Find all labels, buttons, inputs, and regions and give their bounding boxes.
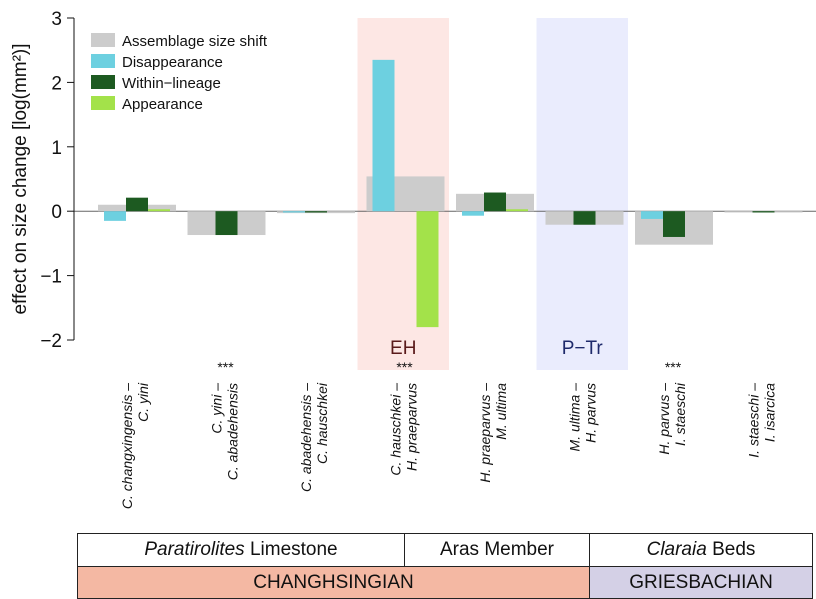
bar-withinlineage-4: [484, 192, 506, 212]
legend-swatch-2: [91, 75, 115, 89]
category-label-6-line1: H. parvus –: [656, 383, 672, 455]
stage-griesbachian-label: GRIESBACHIAN: [629, 571, 773, 593]
category-label-1-line2: C. abadehensis: [225, 383, 241, 480]
category-label-7-line2: I. isarcica: [762, 383, 778, 442]
bar-disappearance-3: [372, 59, 395, 212]
legend-swatch-0: [91, 33, 115, 47]
unit-aras-label: Aras Member: [439, 539, 555, 560]
significance-marker-1: ***: [396, 359, 413, 375]
bar-withinlineage-5: [573, 211, 596, 225]
y-axis-label: effect on size change [log(mm²)]: [10, 43, 31, 314]
significance-marker-0: ***: [217, 359, 234, 375]
highlight-label-0: EH: [390, 338, 416, 359]
legend-label-1: Disappearance: [122, 54, 223, 71]
bar-disappearance-6: [641, 211, 663, 219]
significance-marker-2: ***: [665, 359, 682, 375]
legend-swatch-1: [91, 54, 115, 68]
bar-disappearance-0: [104, 211, 126, 221]
bar-withinlineage-7: [752, 211, 775, 213]
unit-aras-member: Aras Member: [404, 533, 590, 567]
y-tick-label-3: 1: [51, 138, 62, 159]
legend-label-3: Appearance: [122, 96, 203, 113]
y-tick-label-0: −2: [40, 331, 62, 352]
category-label-3-line1: C. hauschkei –: [388, 383, 404, 476]
bar-appearance-4: [506, 209, 528, 212]
category-label-2-line2: C. hauschkei: [314, 382, 330, 464]
legend-swatch-3: [91, 96, 115, 110]
legend-label-2: Within−lineage: [122, 75, 221, 92]
bar-withinlineage-1: [215, 211, 238, 236]
highlight-label-1: P−Tr: [562, 338, 604, 359]
y-tick-label-5: 3: [51, 9, 62, 30]
category-label-0-line1: C. changxingensis –: [119, 383, 135, 509]
stage-griesbachian: GRIESBACHIAN: [589, 566, 813, 599]
category-label-1-line1: C. yini –: [209, 383, 225, 434]
y-tick-label-2: 0: [51, 202, 62, 223]
category-label-5-line2: H. parvus: [583, 383, 599, 443]
bar-withinlineage-6: [663, 211, 685, 237]
legend-label-0: Assemblage size shift: [122, 33, 268, 50]
unit-paratirolites-limestone: Paratirolites Limestone: [77, 533, 405, 567]
bar-withinlineage-2: [305, 211, 327, 213]
category-label-6-line2: I. staeschi: [672, 382, 688, 446]
bar-disappearance-4: [462, 211, 484, 216]
unit-claraia-italic: Claraia: [646, 539, 707, 560]
bar-disappearance-2: [283, 211, 305, 213]
bar-appearance-3: [416, 211, 439, 328]
unit-claraia-rest: Beds: [706, 539, 756, 560]
stage-changhsingian: CHANGHSINGIAN: [77, 566, 590, 599]
bar-withinlineage-0: [126, 197, 148, 212]
category-label-4-line2: M. ultima: [493, 383, 509, 440]
bar-chart: EH P−Tr C. changxingensis – C. yini C. yini …: [10, 9, 816, 509]
category-label-2-line1: C. abadehensis –: [298, 383, 314, 492]
stage-changhsingian-label: CHANGHSINGIAN: [253, 571, 414, 593]
category-label-0-line2: C. yini: [135, 382, 151, 422]
y-tick-label-1: −1: [40, 267, 62, 288]
category-label-5-line1: M. ultima –: [567, 383, 583, 452]
y-tick-label-4: 2: [51, 73, 62, 94]
category-label-4-line1: H. praeparvus –: [477, 383, 493, 483]
unit-paratirolites-rest: Limestone: [244, 539, 338, 560]
bar-appearance-0: [148, 209, 170, 212]
unit-claraia-beds: Claraia Beds: [589, 533, 813, 567]
unit-paratirolites-italic: Paratirolites: [144, 539, 245, 560]
category-label-7-line1: I. staeschi –: [746, 383, 762, 458]
category-label-3-line2: H. praeparvus: [404, 383, 420, 471]
highlight-region-1: [536, 18, 628, 370]
